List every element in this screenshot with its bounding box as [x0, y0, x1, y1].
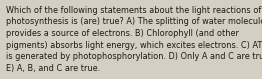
Text: Which of the following statements about the light reactions of: Which of the following statements about …: [6, 6, 261, 15]
Text: photosynthesis is (are) true? A) The splitting of water molecules: photosynthesis is (are) true? A) The spl…: [6, 18, 262, 26]
Text: pigments) absorbs light energy, which excites electrons. C) ATP: pigments) absorbs light energy, which ex…: [6, 41, 262, 50]
Text: provides a source of electrons. B) Chlorophyll (and other: provides a source of electrons. B) Chlor…: [6, 29, 239, 38]
Text: E) A, B, and C are true.: E) A, B, and C are true.: [6, 64, 100, 73]
Text: is generated by photophosphorylation. D) Only A and C are true.: is generated by photophosphorylation. D)…: [6, 52, 262, 61]
